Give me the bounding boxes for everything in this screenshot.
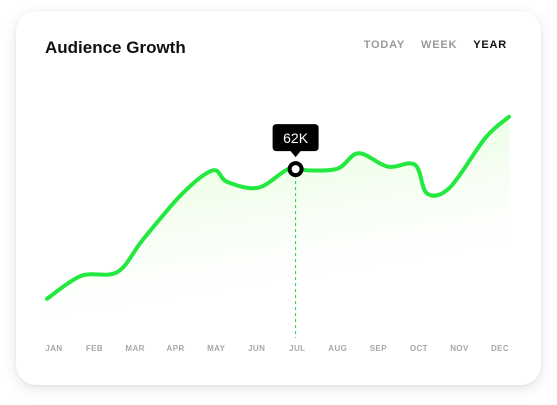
tab-today[interactable]: TODAY [363,39,406,51]
x-tick-label: APR [167,344,185,353]
x-tick-label: JUN [248,344,265,353]
x-tick-label: AUG [328,344,347,353]
x-tick-label: JUL [289,344,305,353]
x-tick-label: OCT [410,344,428,353]
x-tick-label: NOV [450,344,469,353]
tooltip-value: 62K [283,130,309,146]
x-tick-label: FEB [86,344,103,353]
highlight-point[interactable] [287,161,304,178]
x-tick-label: JAN [45,344,62,353]
value-tooltip: 62K [272,124,319,158]
x-tick-label: SEP [370,344,387,353]
x-tick-label: MAY [207,344,226,353]
x-tick-label: DEC [491,344,509,353]
tab-year[interactable]: YEAR [473,39,507,51]
tooltip-background [272,124,319,158]
tab-week[interactable]: WEEK [421,39,458,51]
chart-title: Audience Growth [45,38,186,57]
x-axis-labels: JAN FEB MAR APR MAY JUN JUL AUG SEP OCT NOV DEC [45,344,509,353]
time-range-tabs: TODAY WEEK YEAR [364,39,507,51]
x-tick-label: MAR [125,344,144,353]
area-fill [47,116,509,330]
